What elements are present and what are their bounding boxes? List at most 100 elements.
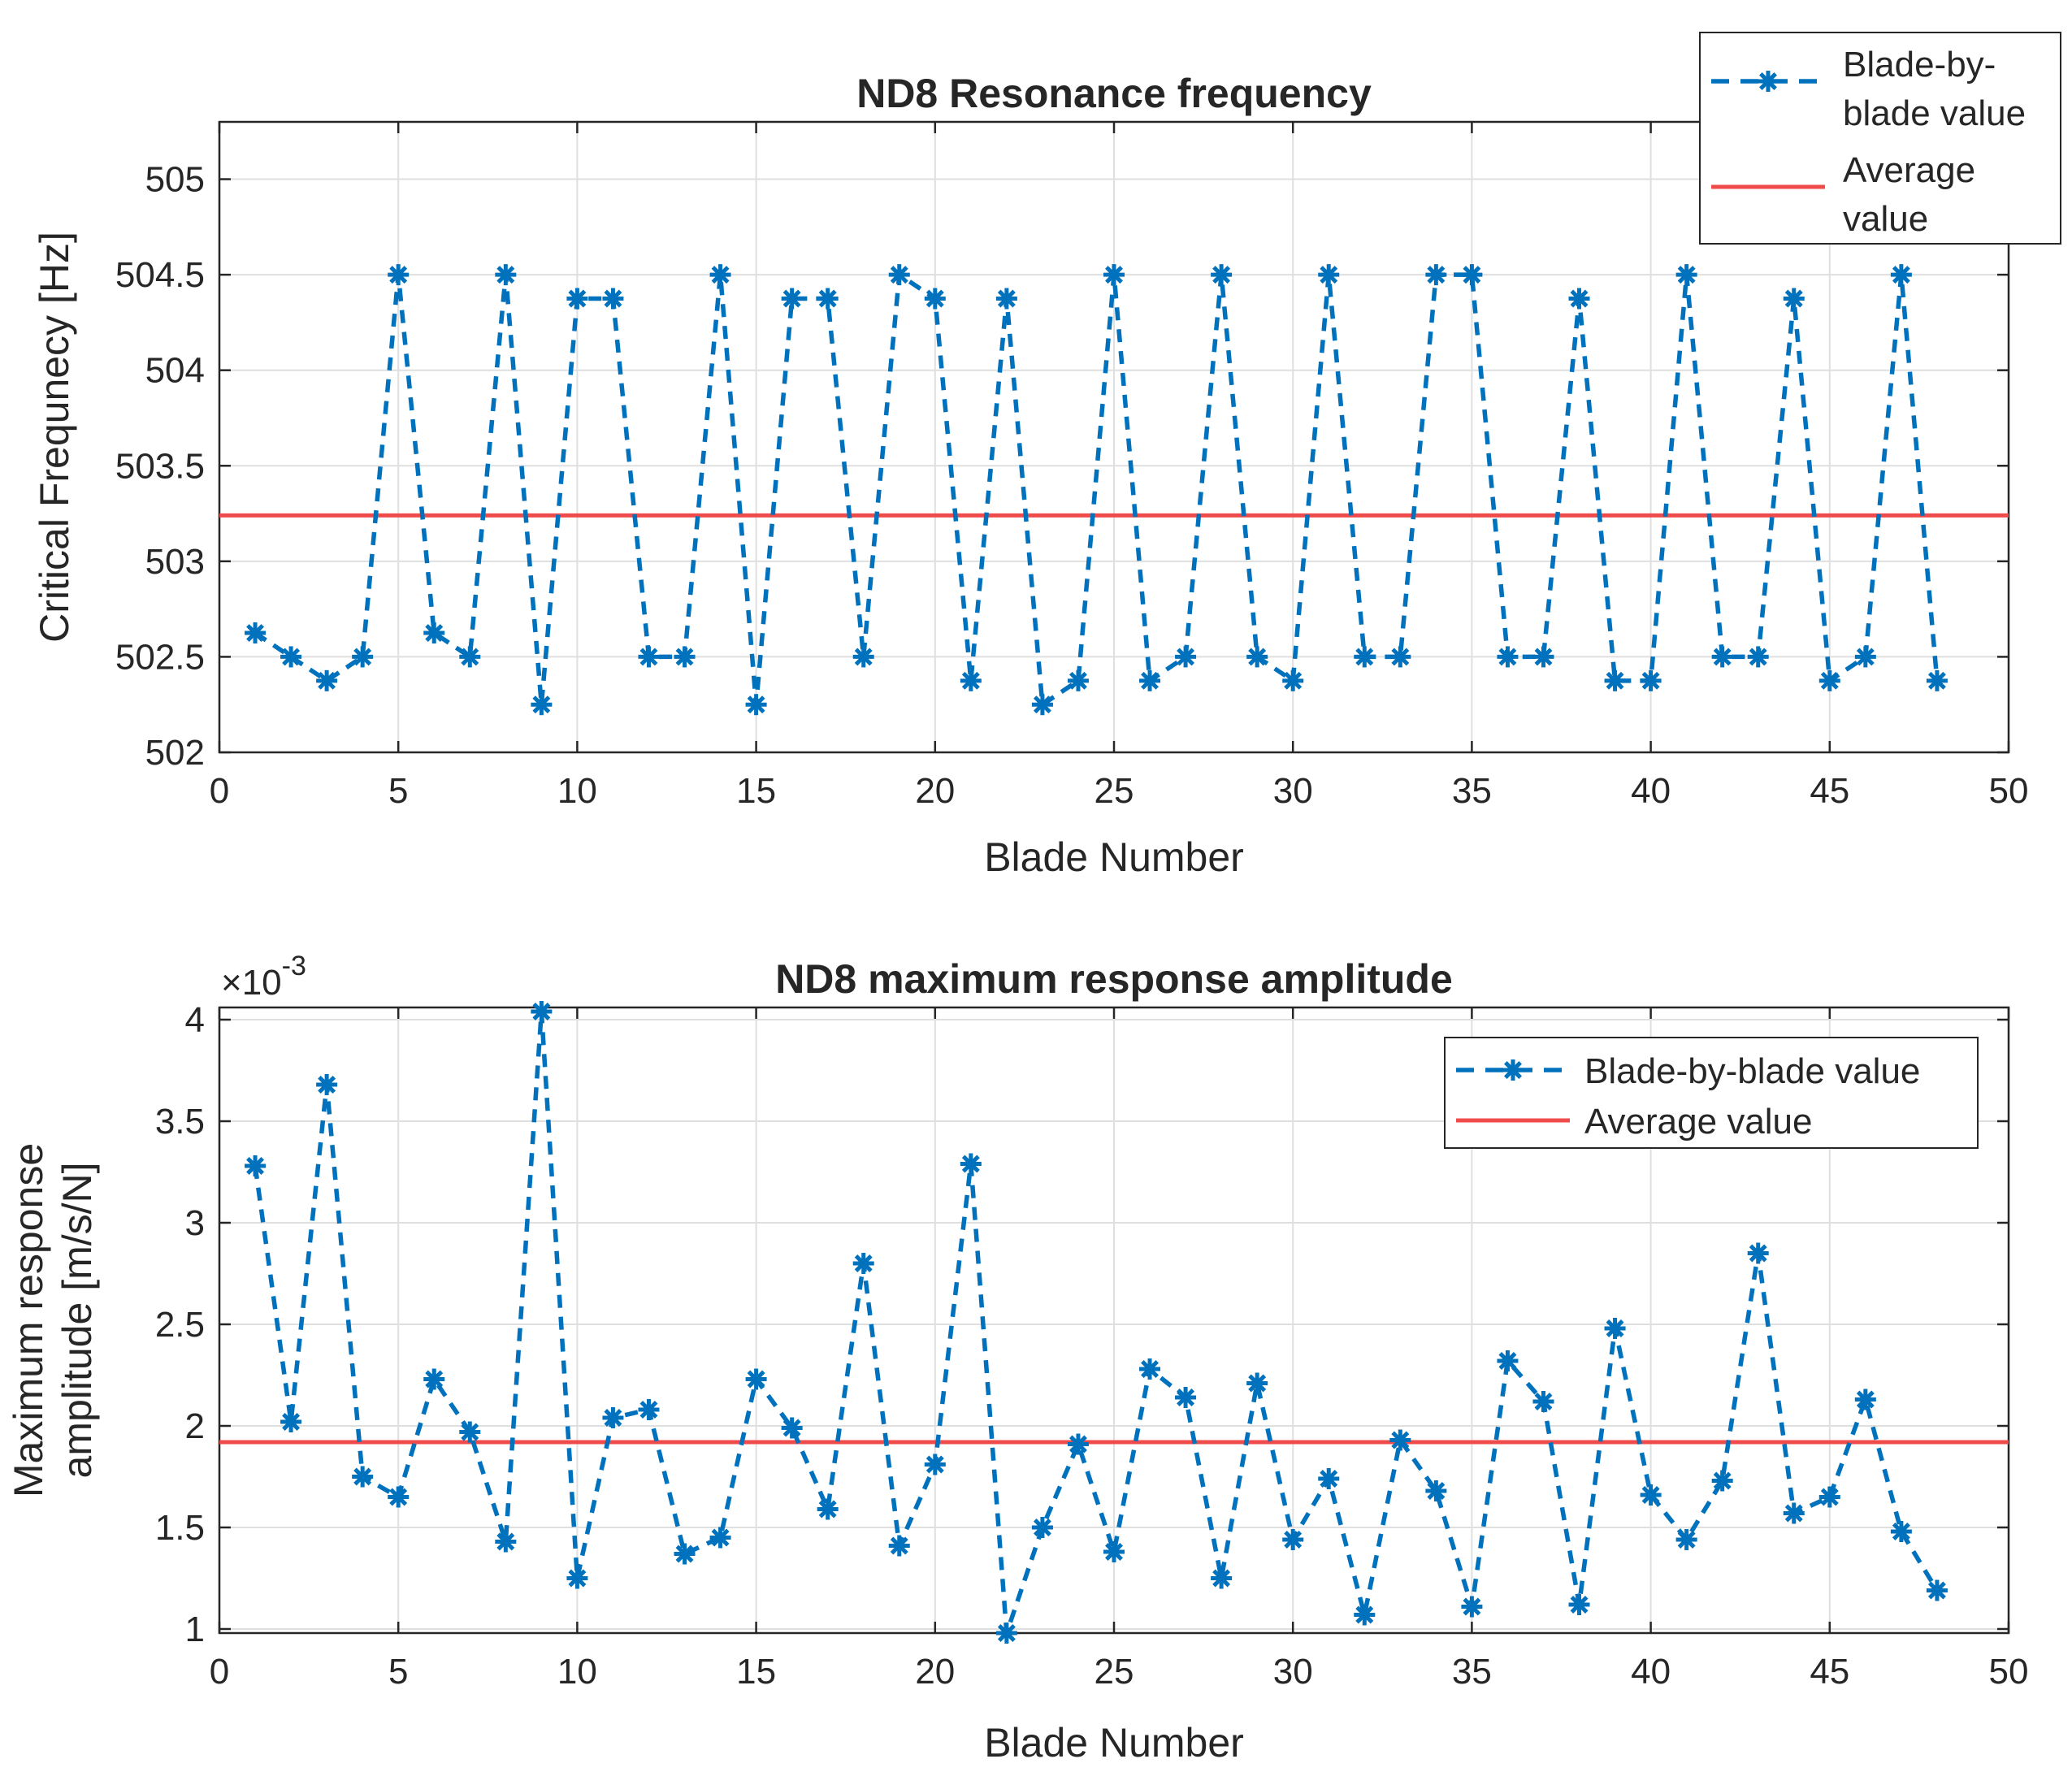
data-point (1640, 1484, 1662, 1506)
y-exponent-label: ×10-3 (221, 951, 306, 1003)
data-point (781, 288, 803, 310)
legend-series-marker (1502, 1059, 1524, 1081)
data-point (459, 1421, 481, 1443)
data-point (1318, 1468, 1340, 1489)
data-point (1318, 264, 1340, 286)
data-point (1532, 646, 1554, 668)
data-point (1926, 1579, 1948, 1601)
chart-panel-1: 0 5 10 15 20 25 30 35 40 45 50 502 502.5 503 503.5 504 5… (32, 32, 2061, 880)
data-point (852, 646, 874, 668)
data-point (1532, 1391, 1554, 1412)
data-point (1783, 1502, 1805, 1524)
y-axis-label: Maximum responseamplitude [m/s/N] (6, 1143, 100, 1497)
data-point (423, 622, 445, 644)
data-point (531, 694, 553, 716)
y-tick-label: 502 (145, 733, 205, 773)
data-point (1389, 646, 1411, 668)
x-tick-label: 10 (557, 1652, 597, 1692)
x-tick-label: 25 (1095, 771, 1134, 811)
x-tick-label: 40 (1631, 1652, 1671, 1692)
data-point (1604, 1318, 1626, 1339)
legend-label-average: Average value (1584, 1102, 1813, 1142)
data-point (1926, 669, 1948, 691)
data-point (960, 1153, 982, 1175)
data-point (1103, 264, 1125, 286)
data-point (1139, 669, 1161, 691)
data-point (1890, 1521, 1912, 1542)
data-point (1282, 1529, 1304, 1550)
legend-series-marker (1758, 71, 1779, 92)
legend-label-average: Average value (1843, 150, 1975, 239)
data-point (1031, 694, 1053, 716)
series-blade-by-blade (245, 264, 1948, 716)
y-tick-label: 505 (145, 160, 205, 200)
data-point (495, 1531, 517, 1553)
chart-panel-2: 0 5 10 15 20 25 30 35 40 45 50 1 1.5 2 2.5 3 3.5 4 ×10-3 ND… (6, 951, 2028, 1766)
x-tick-label: 35 (1452, 1652, 1492, 1692)
x-tick-label: 50 (1989, 1652, 2029, 1692)
data-point (781, 1417, 803, 1439)
data-point (1783, 288, 1805, 310)
x-tick-label: 30 (1273, 1652, 1313, 1692)
data-point (352, 1466, 374, 1488)
y-tick-label: 2.5 (155, 1305, 205, 1345)
data-point (1211, 1567, 1233, 1589)
x-tick-label: 50 (1989, 771, 2029, 811)
x-tick-label: 45 (1810, 1652, 1849, 1692)
data-point (1461, 1596, 1483, 1618)
data-point (638, 646, 660, 668)
data-point (924, 288, 946, 310)
y-tick-label: 502.5 (115, 637, 205, 677)
data-point (674, 1543, 696, 1565)
x-tick-label: 20 (915, 1652, 955, 1692)
data-point (280, 646, 302, 668)
y-tick-label: 504.5 (115, 255, 205, 295)
x-tick-label: 0 (210, 1652, 229, 1692)
y-tick-label: 503 (145, 542, 205, 582)
data-point (995, 288, 1017, 310)
y-tick-label: 504 (145, 351, 205, 391)
data-point (459, 646, 481, 668)
data-point (602, 288, 624, 310)
x-tick-label: 40 (1631, 771, 1671, 811)
data-point (1246, 646, 1268, 668)
data-point (1854, 646, 1876, 668)
data-point (1354, 646, 1376, 668)
data-point (1425, 1480, 1447, 1501)
legend-label-blade-by-blade: Blade-by-blade value (1843, 45, 2026, 133)
data-point (638, 1399, 660, 1420)
legend-box (1444, 1037, 1979, 1149)
data-point (280, 1411, 302, 1432)
data-point (566, 1567, 588, 1589)
data-point (1711, 646, 1733, 668)
data-point (602, 1407, 624, 1428)
legend: Blade-by-blade value Average value (1444, 1037, 1979, 1149)
y-tick-label: 1 (185, 1610, 205, 1649)
data-point (245, 1155, 267, 1176)
data-point (1747, 646, 1769, 668)
x-axis-label: Blade Number (984, 834, 1244, 880)
data-point (1747, 1242, 1769, 1264)
chart-title: ND8 Resonance frequency (856, 71, 1372, 116)
data-point (1818, 669, 1840, 691)
data-point (852, 1253, 874, 1274)
chart-title: ND8 maximum response amplitude (775, 956, 1453, 1002)
data-point (745, 694, 767, 716)
data-point (1497, 646, 1519, 668)
ticks: 0 5 10 15 20 25 30 35 40 45 50 502 502.5 503 503.5 504 5… (115, 122, 2029, 811)
data-point (674, 646, 696, 668)
data-point (352, 646, 374, 668)
data-point (1425, 264, 1447, 286)
x-tick-label: 20 (915, 771, 955, 811)
series-blade-by-blade (245, 1001, 1948, 1644)
data-point (1461, 264, 1483, 286)
data-point (1103, 1541, 1125, 1562)
y-tick-label: 2 (185, 1406, 205, 1446)
data-point (1675, 264, 1697, 286)
data-point (1354, 1604, 1376, 1626)
y-tick-label: 3 (185, 1203, 205, 1243)
x-tick-label: 10 (557, 771, 597, 811)
x-tick-label: 45 (1810, 771, 1849, 811)
data-point (1711, 1470, 1733, 1492)
data-point (531, 1001, 553, 1022)
